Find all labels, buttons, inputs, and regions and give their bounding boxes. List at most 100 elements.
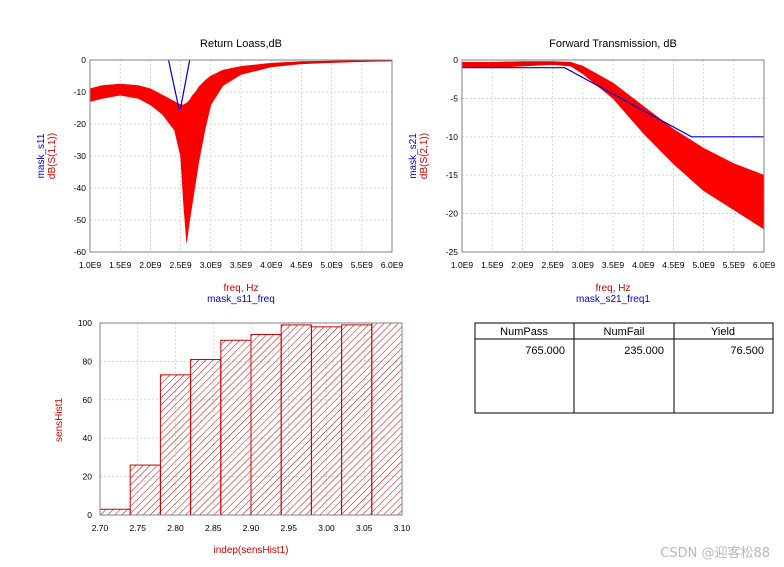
table-frame	[474, 322, 774, 414]
x-tick-labels: 1.0E9 1.5E9 2.0E9 2.5E9 3.0E9 3.5E9 4.0E9 4.5E9…	[451, 260, 775, 270]
y-tick-label: -25	[446, 247, 459, 257]
x-tick-label: 2.70	[92, 523, 109, 533]
trace-band	[90, 60, 392, 243]
y-tick-labels: 0 -10 -20 -30 -40 -50 -60	[74, 55, 87, 257]
y-tick-label: 80	[83, 356, 93, 366]
y-tick-label: 0	[87, 510, 92, 520]
y-axis-label: dB(S(2,1))	[419, 133, 430, 179]
x-tick-label: 2.5E9	[169, 260, 191, 270]
x-axis-mask-label: mask_s21_freq1	[576, 294, 650, 305]
y-tick-label: -5	[450, 93, 458, 103]
x-tick-label: 3.5E9	[602, 260, 624, 270]
chart-return-loss: Return Loass,dB 1.0E9 1.5E9 2.0E9 2.5E9 3.0E…	[36, 38, 403, 305]
histogram-bar	[159, 374, 192, 516]
table-header-numfail: NumFail	[604, 326, 645, 338]
y-axis-mask-label: mask_s21	[408, 133, 419, 179]
y-tick-label: 0	[453, 55, 458, 65]
trace-line	[90, 60, 392, 151]
y-tick-label: -10	[446, 132, 459, 142]
chart-title: Return Loass,dB	[200, 38, 282, 50]
y-tick-label: 20	[83, 472, 93, 482]
x-tick-label: 2.0E9	[139, 260, 161, 270]
x-tick-label: 5.5E9	[723, 260, 745, 270]
table-cell-numpass: 765.000	[525, 345, 565, 357]
x-tick-label: 2.80	[167, 523, 184, 533]
trace-line	[462, 62, 764, 194]
x-axis-label: freq, Hz	[595, 283, 630, 294]
mask-line	[167, 60, 191, 109]
x-tick-labels: 1.0E9 1.5E9 2.0E9 2.5E9 3.0E9 3.5E9 4.0E9 4.5E9…	[79, 260, 403, 270]
histogram-bar	[280, 324, 312, 516]
x-tick-label: 5.0E9	[320, 260, 342, 270]
y-tick-label: 40	[83, 433, 93, 443]
y-tick-label: -20	[74, 119, 87, 129]
y-tick-label: -60	[74, 247, 87, 257]
y-tick-label: 0	[81, 55, 86, 65]
x-tick-label: 1.0E9	[451, 260, 473, 270]
histogram-bar	[99, 508, 131, 516]
y-tick-labels: 0 -5 -10 -15 -20 -25	[446, 55, 459, 257]
histogram-bar	[220, 339, 252, 516]
x-tick-label: 4.0E9	[260, 260, 282, 270]
yield-table: NumPass NumFail Yield 765.000 235.000 76…	[474, 322, 774, 414]
trace-line	[462, 63, 764, 212]
x-tick-label: 4.0E9	[632, 260, 654, 270]
x-tick-label: 3.5E9	[230, 260, 252, 270]
y-axis-label: dB(S(1,1))	[47, 133, 58, 179]
x-tick-label: 2.5E9	[541, 260, 563, 270]
histogram-bars	[99, 322, 403, 516]
x-tick-label: 4.5E9	[290, 260, 312, 270]
x-tick-label: 3.0E9	[572, 260, 594, 270]
histogram-bar	[310, 326, 343, 516]
x-tick-label: 3.10	[394, 523, 411, 533]
x-tick-labels: 2.70 2.75 2.80 2.85 2.90 2.95 3.00 3.05 3.10	[92, 523, 411, 533]
x-axis-label: freq, Hz	[223, 283, 258, 294]
x-tick-label: 6.0E9	[753, 260, 775, 270]
table-cell-numfail: 235.000	[624, 345, 664, 357]
histogram-bar	[371, 322, 403, 516]
plot-frame	[461, 59, 765, 253]
y-tick-label: -40	[74, 183, 87, 193]
x-tick-label: 2.95	[280, 523, 297, 533]
trace-line	[462, 61, 764, 185]
y-tick-label: -15	[446, 170, 459, 180]
y-axis-mask-label: mask_s11	[36, 133, 47, 178]
trace-line	[90, 60, 392, 220]
x-tick-label: 1.0E9	[79, 260, 101, 270]
trace-line	[90, 60, 392, 127]
trace-line	[462, 62, 764, 203]
x-tick-label: 4.5E9	[662, 260, 684, 270]
x-tick-label: 1.5E9	[109, 260, 131, 270]
y-tick-labels: 0 20 40 60 80 100	[78, 318, 92, 520]
trace-line	[462, 63, 764, 221]
table-header-numpass: NumPass	[500, 326, 548, 338]
watermark: CSDN @迎客松88	[660, 546, 770, 561]
x-axis-mask-label: mask_s11_freq	[207, 294, 275, 305]
x-tick-label: 2.75	[129, 523, 146, 533]
x-tick-label: 2.85	[205, 523, 222, 533]
x-tick-label: 6.0E9	[381, 260, 403, 270]
y-tick-label: -10	[74, 87, 87, 97]
chart-title: Forward Transmission, dB	[549, 38, 677, 50]
x-tick-label: 3.0E9	[200, 260, 222, 270]
trace-line	[90, 60, 392, 197]
chart-forward-transmission: Forward Transmission, dB 1.0E9 1.5E9 2.0E9…	[408, 38, 775, 305]
x-tick-label: 5.5E9	[351, 260, 373, 270]
y-tick-label: 100	[78, 318, 92, 328]
plot-frame	[99, 322, 403, 516]
histogram-bar	[129, 464, 161, 516]
x-tick-label: 5.0E9	[692, 260, 714, 270]
mask-line	[462, 67, 764, 138]
histogram-bar	[250, 334, 282, 516]
histogram-bar	[190, 358, 222, 516]
x-tick-label: 2.90	[243, 523, 260, 533]
y-tick-label: -50	[74, 215, 87, 225]
y-tick-label: 60	[83, 395, 93, 405]
histogram-bar	[341, 324, 373, 516]
plot-frame	[89, 59, 393, 253]
x-tick-label: 3.05	[356, 523, 373, 533]
trace-line	[90, 60, 392, 173]
chart-histogram: 2.70 2.75 2.80 2.85 2.90 2.95 3.00 3.05 3.10 0 20…	[54, 318, 411, 556]
x-tick-label: 1.5E9	[481, 260, 503, 270]
